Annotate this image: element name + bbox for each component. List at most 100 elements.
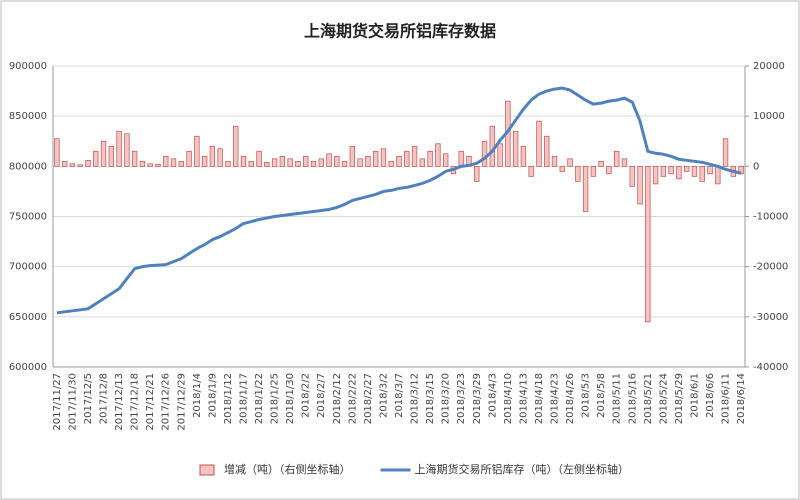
bar — [528, 165, 534, 177]
bar — [404, 150, 410, 167]
bar — [201, 155, 208, 167]
x-tick-label: 2018/5/21 — [643, 373, 654, 424]
x-tick-label: 2018/6/6 — [705, 373, 716, 418]
legend-label: 增减（吨）（右侧坐标轴） — [224, 462, 351, 476]
bar — [240, 155, 247, 167]
x-tick-label: 2018/3/15 — [425, 373, 436, 424]
x-tick-label: 2018/2/2 — [301, 373, 312, 418]
bar — [388, 160, 394, 167]
bar — [85, 159, 91, 167]
y-tick-label: 800000 — [9, 161, 47, 172]
bar — [372, 150, 379, 167]
bar — [69, 163, 76, 167]
x-tick-label: 2017/11/30 — [67, 373, 78, 431]
x-tick-label: 2017/12/26 — [161, 373, 172, 431]
y2-tick-label: 20000 — [753, 61, 785, 72]
bar — [544, 135, 550, 167]
bar — [365, 155, 371, 167]
x-tick-label: 2018/6/14 — [736, 373, 747, 424]
bar — [652, 165, 659, 185]
x-tick-label: 2018/4/10 — [503, 373, 514, 424]
bar — [645, 165, 651, 323]
bar — [411, 145, 418, 167]
y-tick-label: 850000 — [9, 111, 47, 122]
bar — [279, 155, 286, 167]
bar — [194, 135, 200, 167]
bar — [124, 133, 130, 167]
x-tick-label: 2018/2/7 — [316, 373, 327, 418]
bar — [427, 150, 433, 167]
x-tick-label: 2018/4/18 — [534, 373, 545, 424]
y-tick-label: 900000 — [9, 61, 47, 72]
bar — [435, 143, 441, 167]
bar — [738, 165, 744, 175]
bar — [155, 163, 161, 167]
x-tick-label: 2018/4/13 — [518, 373, 529, 424]
bar — [233, 125, 239, 167]
bar — [575, 165, 581, 182]
x-tick-label: 2018/1/9 — [207, 373, 218, 418]
bar — [606, 165, 612, 175]
x-tick-label: 2018/5/3 — [581, 373, 592, 418]
x-tick-label: 2018/2/22 — [347, 373, 358, 424]
bar — [163, 155, 169, 167]
chart-title: 上海期货交易所铝库存数据 — [304, 22, 496, 41]
bar — [93, 150, 99, 167]
x-tick-label: 2018/1/17 — [238, 373, 249, 424]
x-tick-label: 2018/4/23 — [550, 373, 561, 424]
bar — [614, 150, 620, 167]
bar — [668, 165, 674, 175]
bar — [295, 160, 301, 167]
bar — [357, 158, 363, 167]
bar — [380, 148, 387, 167]
x-tick-label: 2018/3/7 — [394, 373, 405, 418]
bar — [474, 165, 480, 182]
bar — [551, 155, 558, 167]
x-tick-label: 2018/2/12 — [332, 373, 343, 424]
x-tick-label: 2017/12/21 — [145, 373, 156, 431]
y2-tick-label: -30000 — [753, 312, 788, 323]
bar — [489, 125, 495, 167]
bar — [248, 160, 254, 167]
bar — [334, 155, 340, 167]
bar — [61, 160, 68, 167]
bar — [684, 165, 690, 172]
y-tick-label: 650000 — [9, 312, 47, 323]
bar — [264, 161, 270, 167]
bar — [582, 165, 589, 212]
bar — [396, 155, 402, 167]
y2-tick-label: -40000 — [753, 362, 788, 373]
bar — [419, 158, 426, 167]
bar — [318, 158, 324, 167]
x-tick-label: 2017/12/18 — [130, 373, 141, 431]
x-tick-label: 2018/3/12 — [410, 373, 421, 424]
bar — [699, 165, 705, 182]
y-tick-label: 700000 — [9, 262, 47, 273]
x-tick-label: 2018/5/11 — [612, 373, 623, 424]
y2-tick-label: -10000 — [753, 212, 788, 223]
x-tick-label: 2018/1/30 — [285, 373, 296, 424]
x-tick-label: 2017/12/29 — [176, 373, 187, 431]
y-tick-label: 750000 — [9, 212, 47, 223]
x-tick-label: 2018/4/3 — [487, 373, 498, 418]
bar — [178, 160, 184, 167]
x-tick-label: 2018/5/16 — [627, 373, 638, 424]
bar — [287, 158, 293, 167]
bar — [147, 163, 153, 167]
bar — [349, 145, 356, 167]
bar — [629, 165, 635, 187]
x-tick-label: 2018/3/20 — [441, 373, 452, 424]
bar — [497, 143, 503, 167]
bar — [54, 138, 60, 167]
y2-tick-label: 10000 — [753, 111, 785, 122]
bar — [536, 120, 542, 167]
bar — [341, 160, 348, 167]
bar — [481, 140, 488, 167]
bar — [139, 160, 146, 167]
x-tick-label: 2018/5/8 — [596, 373, 607, 418]
x-tick-label: 2017/12/13 — [114, 373, 125, 431]
x-tick-label: 2018/6/1 — [689, 373, 700, 418]
legend-label: 上海期货交易所铝库存（吨）（左侧坐标轴） — [415, 462, 630, 476]
